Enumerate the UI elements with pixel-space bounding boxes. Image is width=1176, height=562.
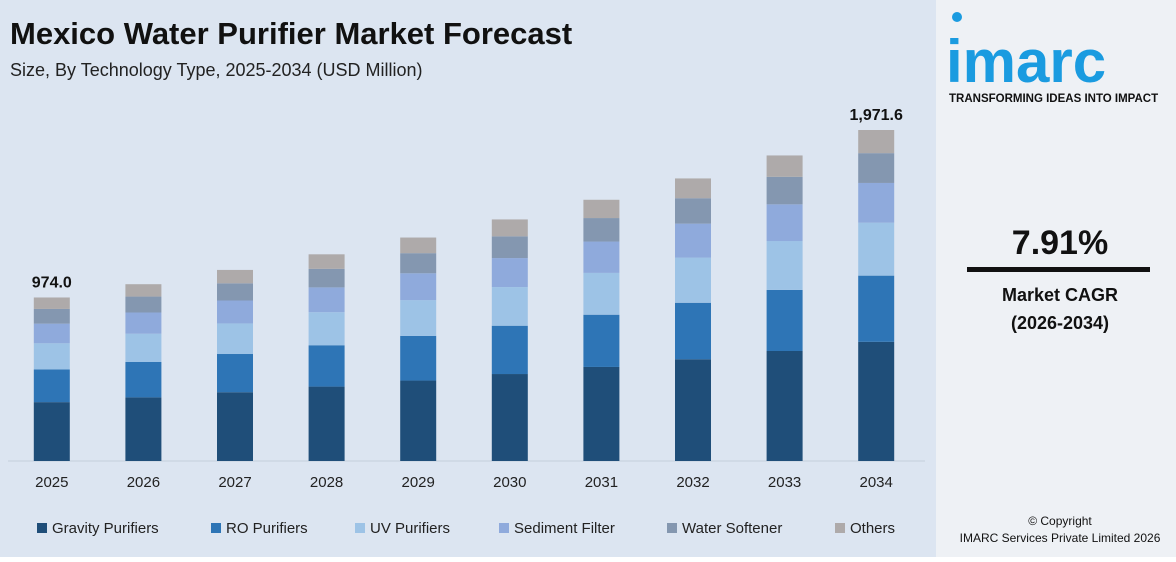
bar-segment bbox=[583, 241, 620, 273]
bar-segment bbox=[675, 302, 711, 360]
bar-segment bbox=[308, 268, 345, 288]
bar-segment bbox=[308, 287, 345, 313]
bar-segment bbox=[217, 354, 253, 393]
logo-dot bbox=[952, 12, 962, 22]
bar-segment bbox=[217, 269, 253, 284]
bar-segment bbox=[33, 323, 70, 344]
cagr-period: (2026-2034) bbox=[1011, 313, 1109, 333]
cagr-value: 7.91% bbox=[1012, 224, 1108, 262]
legend-swatch bbox=[499, 523, 509, 533]
x-tick-label: 2032 bbox=[676, 474, 709, 491]
bar-segment bbox=[858, 153, 895, 183]
bar-segment bbox=[217, 392, 253, 461]
bar-segment bbox=[308, 312, 345, 346]
bar-segment bbox=[491, 236, 528, 259]
bar-segment bbox=[217, 300, 253, 324]
bar-segment bbox=[675, 223, 711, 258]
cagr-rule bbox=[967, 267, 1150, 272]
legend-swatch bbox=[355, 523, 365, 533]
bar-segment bbox=[125, 312, 162, 334]
bar-segment bbox=[583, 366, 620, 461]
bar-segment bbox=[308, 254, 345, 269]
bar-segment bbox=[583, 272, 620, 315]
bar-segment bbox=[217, 323, 253, 355]
bar-segment bbox=[766, 241, 803, 290]
bar-segment bbox=[858, 130, 895, 154]
logo: imarc bbox=[946, 28, 1106, 95]
legend-label: Water Softener bbox=[682, 520, 782, 537]
bar-segment bbox=[858, 275, 895, 342]
company: IMARC Services Private Limited 2026 bbox=[960, 531, 1161, 545]
legend-label: RO Purifiers bbox=[226, 520, 308, 537]
tagline: TRANSFORMING IDEAS INTO IMPACT bbox=[949, 93, 1158, 105]
bar-segment bbox=[491, 325, 528, 375]
bar-segment bbox=[491, 287, 528, 326]
bar-segment bbox=[766, 351, 803, 461]
bar-segment bbox=[491, 219, 528, 237]
chart-title: Mexico Water Purifier Market Forecast bbox=[10, 16, 572, 51]
bar-segment bbox=[33, 297, 70, 309]
bar-segment bbox=[858, 182, 895, 223]
x-tick-label: 2028 bbox=[310, 474, 343, 491]
bar-segment bbox=[308, 345, 345, 387]
bar-segment bbox=[400, 335, 437, 381]
bar-segment bbox=[583, 314, 620, 367]
bar-segment bbox=[858, 222, 895, 276]
bar-segment bbox=[675, 178, 711, 199]
bar-segment bbox=[400, 237, 437, 254]
bar-segment bbox=[858, 341, 895, 461]
x-tick-label: 2034 bbox=[860, 474, 893, 491]
bar-segment bbox=[33, 343, 70, 370]
x-tick-label: 2029 bbox=[402, 474, 435, 491]
x-tick-label: 2027 bbox=[218, 474, 251, 491]
bar-segment bbox=[125, 361, 162, 398]
cagr-label: Market CAGR bbox=[1002, 285, 1118, 305]
bar-segment bbox=[766, 204, 803, 242]
bar-segment bbox=[583, 218, 620, 242]
bar-segment bbox=[125, 284, 162, 297]
bar-segment bbox=[766, 155, 803, 177]
bar-segment bbox=[400, 253, 437, 274]
bar-segment bbox=[308, 386, 345, 461]
bar-segment bbox=[583, 199, 620, 219]
bar-segment bbox=[400, 300, 437, 336]
total-label: 1,971.6 bbox=[850, 107, 903, 124]
bar-segment bbox=[125, 296, 162, 313]
bar-segment bbox=[217, 283, 253, 301]
x-tick-label: 2030 bbox=[493, 474, 526, 491]
copyright: © Copyright bbox=[1028, 514, 1092, 528]
bar-segment bbox=[491, 258, 528, 288]
bar-segment bbox=[125, 397, 162, 461]
legend-swatch bbox=[667, 523, 677, 533]
bar-segment bbox=[33, 369, 70, 403]
sidebar-background bbox=[936, 0, 1176, 557]
legend-swatch bbox=[37, 523, 47, 533]
bar-segment bbox=[33, 308, 70, 324]
bar-segment bbox=[675, 198, 711, 224]
x-tick-label: 2033 bbox=[768, 474, 801, 491]
bar-segment bbox=[675, 359, 711, 461]
chart-subtitle: Size, By Technology Type, 2025-2034 (USD… bbox=[10, 60, 423, 80]
legend-label: Sediment Filter bbox=[514, 520, 615, 537]
bar-segment bbox=[33, 402, 70, 461]
x-tick-label: 2025 bbox=[35, 474, 68, 491]
legend-label: Others bbox=[850, 520, 895, 537]
legend-swatch bbox=[835, 523, 845, 533]
bar-segment bbox=[766, 176, 803, 205]
bar-segment bbox=[766, 289, 803, 352]
total-label: 974.0 bbox=[32, 275, 72, 292]
plot: 2025 974.0 2026 2027 2028 2029 2030 2031 2032 203… bbox=[32, 107, 903, 537]
bar-segment bbox=[125, 333, 162, 362]
legend-label: Gravity Purifiers bbox=[52, 520, 159, 537]
bar-segment bbox=[675, 257, 711, 303]
bar-segment bbox=[400, 380, 437, 461]
bar-segment bbox=[400, 273, 437, 301]
x-tick-label: 2026 bbox=[127, 474, 160, 491]
legend-swatch bbox=[211, 523, 221, 533]
legend-label: UV Purifiers bbox=[370, 520, 450, 537]
bar-segment bbox=[491, 374, 528, 461]
x-tick-label: 2031 bbox=[585, 474, 618, 491]
